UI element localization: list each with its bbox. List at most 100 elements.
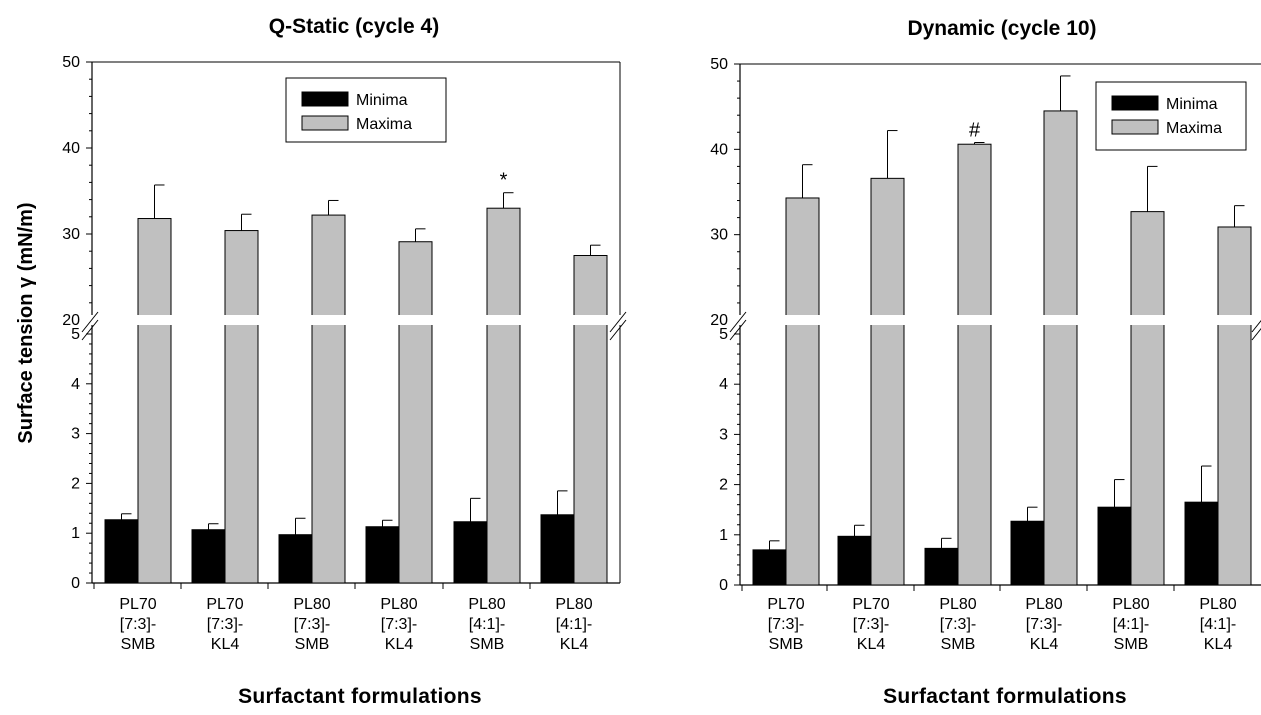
y-tick-label: 4 bbox=[719, 376, 728, 393]
axis-break-mark bbox=[729, 319, 747, 341]
category-label: SMB bbox=[121, 636, 156, 653]
legend-label: Maxima bbox=[356, 116, 412, 133]
bar-maxima bbox=[870, 177, 905, 586]
category-label: [7:3]- bbox=[120, 616, 156, 633]
category-label: [7:3]- bbox=[381, 616, 417, 633]
axis-break-mark bbox=[609, 311, 627, 333]
category-label: PL80 bbox=[1199, 596, 1236, 613]
legend-label: Minima bbox=[356, 92, 408, 109]
bar-maxima bbox=[1130, 211, 1165, 586]
y-tick-label: 2 bbox=[71, 475, 80, 492]
category-label: PL70 bbox=[119, 596, 156, 613]
bar-maxima bbox=[957, 143, 992, 586]
bar-maxima bbox=[137, 218, 172, 584]
category-label: SMB bbox=[941, 636, 976, 653]
x-axis-title: Surfactant formulations bbox=[883, 685, 1127, 708]
category-label: PL80 bbox=[939, 596, 976, 613]
axis-break-mark bbox=[609, 319, 627, 341]
y-tick-label: 30 bbox=[62, 226, 80, 243]
significance-annotation: # bbox=[969, 120, 981, 142]
bar-maxima bbox=[1043, 110, 1078, 586]
category-label: PL80 bbox=[293, 596, 330, 613]
bar-minima bbox=[837, 535, 872, 586]
legend-swatch-minima bbox=[301, 91, 349, 107]
y-tick-label: 0 bbox=[71, 575, 80, 592]
bar-minima bbox=[104, 519, 139, 584]
category-label: [4:1]- bbox=[556, 616, 592, 633]
axis-break-band bbox=[730, 315, 1261, 325]
legend-swatch-maxima bbox=[1111, 119, 1159, 135]
bar-minima bbox=[278, 534, 313, 584]
legend-label: Minima bbox=[1166, 96, 1218, 113]
y-tick-label: 50 bbox=[62, 54, 80, 71]
category-label: KL4 bbox=[385, 636, 414, 653]
category-label: SMB bbox=[769, 636, 804, 653]
y-tick-label: 40 bbox=[62, 140, 80, 157]
y-tick-label: 5 bbox=[71, 326, 80, 343]
category-label: PL70 bbox=[767, 596, 804, 613]
y-tick-label: 3 bbox=[719, 426, 728, 443]
chart-title: Q-Static (cycle 4) bbox=[269, 15, 439, 38]
bar-minima bbox=[1184, 501, 1219, 586]
category-label: [7:3]- bbox=[294, 616, 330, 633]
bar-minima bbox=[365, 526, 400, 584]
category-label: [7:3]- bbox=[207, 616, 243, 633]
category-label: [7:3]- bbox=[853, 616, 889, 633]
category-label: [7:3]- bbox=[1026, 616, 1062, 633]
category-label: PL70 bbox=[206, 596, 243, 613]
category-label: KL4 bbox=[560, 636, 589, 653]
chart-title: Dynamic (cycle 10) bbox=[907, 17, 1096, 40]
y-tick-label: 2 bbox=[719, 477, 728, 494]
bar-minima bbox=[752, 549, 787, 586]
axis-break-mark bbox=[81, 319, 99, 341]
axis-break-band bbox=[82, 315, 630, 325]
bar-minima bbox=[1010, 520, 1045, 586]
chart-panel-1: Q-Static (cycle 4) 0 1 2 3 4 520 30 40 50 PL70 [7:3… bbox=[62, 15, 630, 708]
y-tick-label: 0 bbox=[719, 577, 728, 594]
bar-maxima bbox=[398, 241, 433, 584]
y-tick-label: 1 bbox=[71, 525, 80, 542]
bar-minima bbox=[924, 547, 959, 586]
category-label: KL4 bbox=[857, 636, 886, 653]
legend-swatch-maxima bbox=[301, 115, 349, 131]
bar-maxima bbox=[573, 255, 608, 584]
y-axis-label: Surface tension γ (mN/m) bbox=[15, 202, 37, 443]
y-tick-label: 5 bbox=[719, 326, 728, 343]
y-tick-label: 40 bbox=[710, 141, 728, 158]
category-label: [4:1]- bbox=[1113, 616, 1149, 633]
y-tick-label: 4 bbox=[71, 376, 80, 393]
axis-break-mark bbox=[1251, 319, 1261, 333]
category-label: KL4 bbox=[1030, 636, 1059, 653]
category-label: [7:3]- bbox=[940, 616, 976, 633]
y-tick-label: 20 bbox=[710, 312, 728, 329]
bar-minima bbox=[540, 514, 575, 584]
bar-minima bbox=[191, 529, 226, 584]
chart-panel-2: Dynamic (cycle 10) 0 1 2 3 4 520 30 40 50 PL70 [7:3… bbox=[710, 17, 1261, 708]
category-label: PL80 bbox=[1025, 596, 1062, 613]
category-label: KL4 bbox=[1204, 636, 1233, 653]
bar-maxima bbox=[311, 214, 346, 584]
y-tick-label: 1 bbox=[719, 527, 728, 544]
significance-annotation: * bbox=[500, 170, 508, 192]
axis-break-mark bbox=[81, 311, 99, 333]
bar-maxima bbox=[224, 230, 259, 584]
category-label: PL80 bbox=[468, 596, 505, 613]
category-label: [4:1]- bbox=[469, 616, 505, 633]
category-label: PL80 bbox=[380, 596, 417, 613]
bar-maxima bbox=[486, 207, 521, 584]
bar-maxima bbox=[785, 197, 820, 586]
bar-maxima bbox=[1217, 226, 1252, 586]
category-label: [4:1]- bbox=[1200, 616, 1236, 633]
axis-break-mark bbox=[1251, 327, 1261, 341]
y-tick-label: 3 bbox=[71, 426, 80, 443]
y-tick-label: 30 bbox=[710, 227, 728, 244]
category-label: SMB bbox=[470, 636, 505, 653]
category-label: SMB bbox=[295, 636, 330, 653]
legend-box bbox=[1095, 81, 1247, 151]
bar-minima bbox=[1097, 506, 1132, 586]
category-label: PL70 bbox=[852, 596, 889, 613]
x-axis-title: Surfactant formulations bbox=[238, 685, 482, 708]
axis-break-mark bbox=[729, 311, 747, 333]
